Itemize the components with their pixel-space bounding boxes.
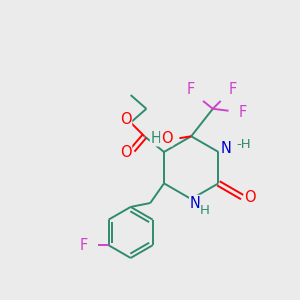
Text: H: H — [151, 131, 161, 146]
Text: O: O — [244, 190, 256, 205]
Text: F: F — [228, 82, 237, 97]
Text: O: O — [120, 112, 132, 127]
Text: N: N — [190, 196, 201, 211]
Text: F: F — [187, 82, 195, 97]
Text: N: N — [221, 140, 232, 155]
Text: F: F — [80, 238, 88, 253]
Text: H: H — [200, 204, 210, 218]
Text: O: O — [161, 131, 172, 146]
Text: -H: -H — [236, 138, 251, 151]
Text: F: F — [239, 105, 248, 120]
Text: O: O — [120, 146, 132, 160]
